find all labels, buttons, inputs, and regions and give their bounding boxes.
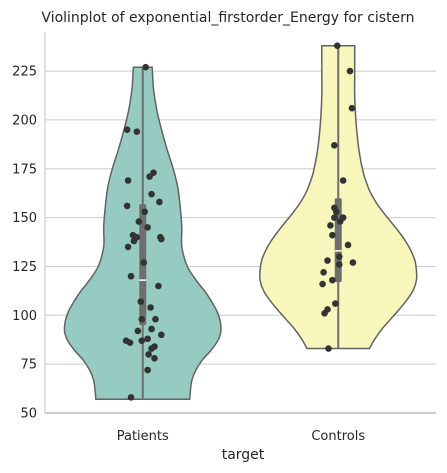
violin-group [259,42,418,352]
data-point [138,337,146,345]
data-point [148,345,155,352]
data-point [158,235,165,243]
data-point [339,177,347,184]
chart-title: Violinplot of exponential_firstorder_Ene… [41,10,414,26]
data-point [327,222,334,229]
data-point [333,42,341,49]
data-point [123,126,131,133]
data-point [124,177,132,184]
data-point [335,253,343,260]
data-point [151,354,158,362]
data-point [158,331,165,339]
data-point [335,261,343,268]
data-point [329,231,336,239]
data-point [148,190,155,198]
y-tick-label: 175 [12,162,37,177]
data-point [142,63,149,71]
y-axis-ticks: 50 75 100 125 150 175 200 225 [12,65,37,422]
data-point [344,241,352,249]
data-point [130,237,138,245]
data-point [134,327,142,335]
x-axis-label: target [222,447,265,463]
x-tick-label: Controls [311,429,365,444]
y-tick-label: 75 [20,358,37,373]
data-point [138,315,146,323]
x-tick-label: Patients [117,429,169,444]
data-point [319,280,326,288]
y-tick-label: 50 [20,407,37,422]
data-point [140,259,148,266]
data-point [135,218,143,225]
data-point [145,351,152,358]
violins [63,42,418,401]
data-point [126,339,134,346]
data-point [324,257,331,264]
data-point [123,202,131,210]
data-point [336,218,344,225]
data-point [137,298,145,305]
data-point [348,104,356,112]
data-point [146,173,153,180]
data-point [320,269,327,276]
y-tick-label: 125 [12,260,37,275]
data-point [331,142,338,149]
data-point [325,345,332,352]
y-tick-label: 200 [12,113,37,128]
data-point [124,243,132,251]
y-tick-label: 225 [12,65,37,80]
data-point [329,276,336,284]
x-axis-ticks: Patients Controls [117,429,366,444]
data-point [144,224,151,231]
data-point [332,208,340,216]
data-point [127,272,135,280]
data-point [141,208,149,216]
data-point [332,300,339,307]
y-tick-label: 150 [12,211,37,226]
data-point [144,335,151,343]
data-point [152,315,159,323]
data-point [156,198,163,206]
y-tick-label: 100 [12,309,37,324]
data-point [144,366,151,374]
data-point [127,394,135,401]
data-point [133,128,141,135]
violin-group [63,63,222,401]
data-point [331,214,338,221]
data-point [155,282,162,290]
data-point [346,67,354,75]
data-point [148,325,155,333]
plot-frame [44,32,436,414]
data-point [349,259,357,266]
data-point [147,304,154,311]
data-point [321,310,328,317]
